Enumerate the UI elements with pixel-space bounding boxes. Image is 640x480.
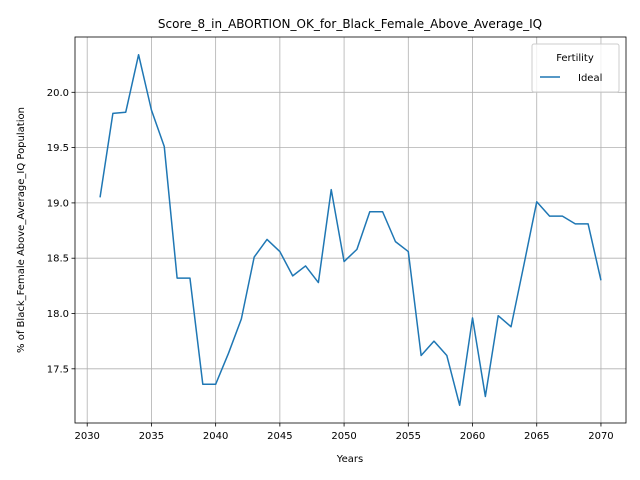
series-layer (99, 53, 602, 407)
x-axis-ticks: 2030 2035 2040 2045 2050 2055 2060 2065 2070 (74, 423, 614, 442)
x-tick-label: 2030 (74, 431, 99, 442)
y-tick-label: 18.0 (47, 309, 69, 320)
y-axis-label: % of Black_Female Above_Average_IQ Popul… (16, 107, 27, 353)
legend-box (531, 43, 620, 93)
legend: Fertility Ideal (531, 43, 620, 93)
grid-lines (75, 37, 626, 423)
y-tick-label: 20.0 (47, 88, 69, 99)
x-axis-label: Years (336, 454, 363, 465)
plot-frame (74, 36, 627, 424)
chart-title: Score_8_in_ABORTION_OK_for_Black_Female_… (158, 17, 542, 31)
x-tick-label: 2035 (139, 431, 164, 442)
x-tick-label: 2070 (588, 431, 613, 442)
x-tick-label: 2045 (267, 431, 292, 442)
x-tick-label: 2060 (460, 431, 485, 442)
x-tick-label: 2040 (203, 431, 228, 442)
y-tick-label: 17.5 (47, 364, 69, 375)
series-line-ideal (99, 53, 602, 407)
y-tick-label: 19.5 (47, 143, 69, 154)
legend-entry-label: Ideal (578, 73, 602, 84)
y-tick-label: 19.0 (47, 198, 69, 209)
legend-title: Fertility (556, 53, 594, 64)
x-tick-label: 2050 (331, 431, 356, 442)
y-axis-ticks: 17.5 18.0 18.5 19.0 19.5 20.0 (47, 88, 75, 375)
x-tick-label: 2065 (524, 431, 549, 442)
x-tick-label: 2055 (396, 431, 421, 442)
y-tick-label: 18.5 (47, 254, 69, 265)
